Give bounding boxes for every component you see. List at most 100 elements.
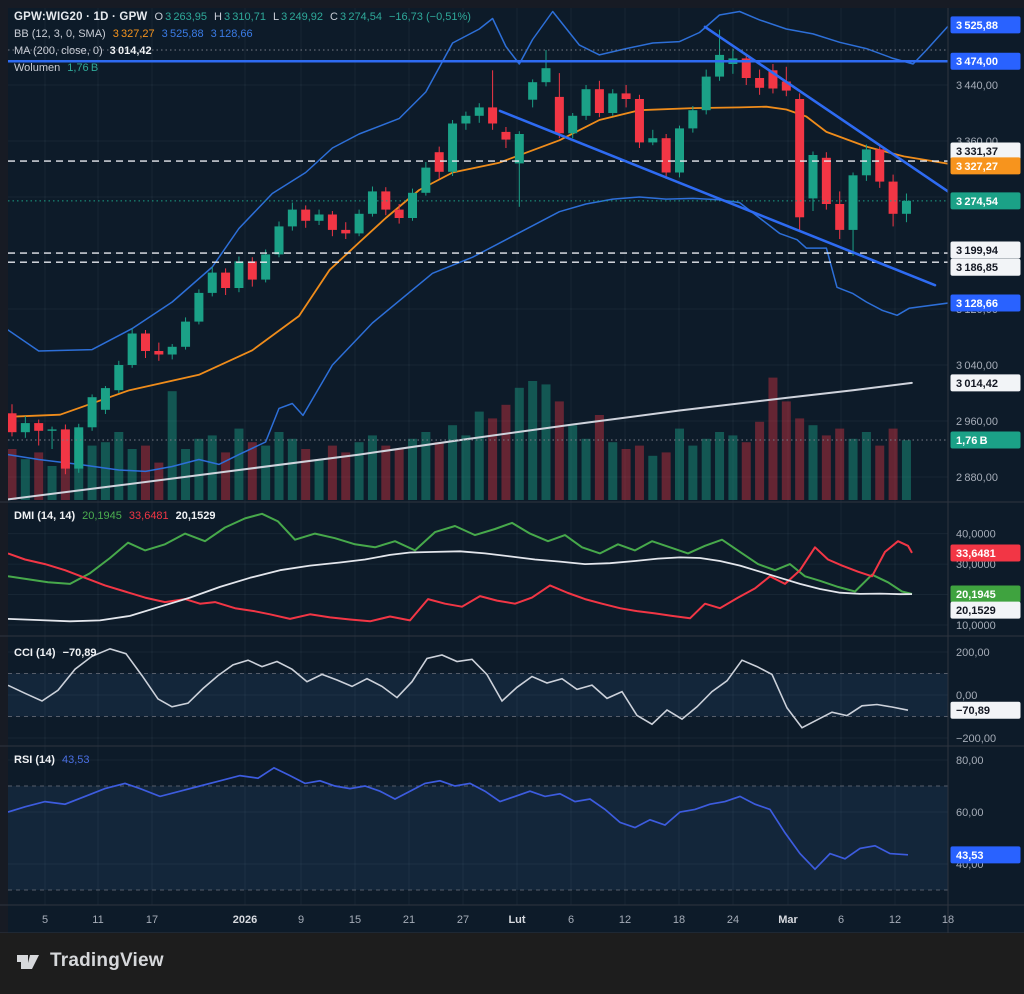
volume-bar[interactable] (715, 432, 725, 500)
volume-bar[interactable] (701, 438, 711, 500)
volume-bar[interactable] (501, 404, 511, 500)
volume-bar[interactable] (688, 445, 698, 500)
candle[interactable] (901, 200, 911, 214)
candle[interactable] (448, 123, 458, 172)
volume-bar[interactable] (514, 387, 524, 500)
volume-bar[interactable] (821, 435, 831, 500)
candle[interactable] (167, 346, 177, 355)
candle[interactable] (181, 321, 191, 347)
volume-bar[interactable] (354, 442, 364, 500)
candle[interactable] (327, 214, 337, 230)
volume-bar[interactable] (861, 432, 871, 500)
volume-bar[interactable] (835, 428, 845, 500)
candle[interactable] (808, 155, 818, 199)
candle[interactable] (234, 261, 244, 288)
volume-bar[interactable] (60, 455, 70, 500)
candle[interactable] (301, 209, 311, 221)
bb-lower-line[interactable] (8, 196, 949, 473)
volume-bar[interactable] (114, 432, 124, 500)
volume-bar[interactable] (901, 440, 911, 500)
candle[interactable] (314, 214, 324, 221)
volume-bar[interactable] (608, 442, 618, 500)
candle[interactable] (434, 152, 444, 172)
candle[interactable] (408, 192, 417, 218)
candle[interactable] (354, 213, 364, 234)
candle[interactable] (861, 149, 871, 176)
candle[interactable] (648, 138, 658, 143)
volume-bar[interactable] (755, 421, 765, 500)
ma200-line[interactable] (8, 381, 913, 501)
volume-bar[interactable] (367, 435, 377, 500)
candle[interactable] (87, 397, 97, 428)
volume-bar[interactable] (301, 449, 311, 500)
volume-bar[interactable] (8, 449, 17, 500)
volume-bar[interactable] (421, 432, 431, 500)
candle[interactable] (114, 365, 124, 391)
volume-bar[interactable] (207, 435, 217, 500)
volume-bar[interactable] (448, 425, 458, 500)
dmi-adx-line[interactable] (8, 550, 913, 623)
candle[interactable] (528, 82, 538, 100)
volume-bar[interactable] (728, 435, 738, 500)
candle[interactable] (100, 388, 110, 410)
candle[interactable] (594, 89, 604, 113)
candle[interactable] (634, 99, 644, 143)
volume-layer[interactable] (8, 377, 911, 500)
volume-bar[interactable] (661, 452, 671, 500)
volume-bar[interactable] (434, 442, 444, 500)
candle[interactable] (795, 99, 805, 218)
candle[interactable] (287, 209, 297, 227)
volume-bar[interactable] (327, 445, 337, 500)
candle[interactable] (821, 157, 831, 204)
candle[interactable] (675, 128, 684, 173)
candle[interactable] (741, 58, 751, 78)
volume-bar[interactable] (194, 438, 204, 500)
volume-bar[interactable] (221, 452, 231, 500)
candle[interactable] (274, 226, 284, 255)
volume-bar[interactable] (381, 445, 391, 500)
candle[interactable] (835, 204, 845, 230)
volume-bar[interactable] (47, 466, 57, 500)
candle[interactable] (221, 272, 231, 288)
volume-bar[interactable] (621, 449, 631, 500)
candle[interactable] (207, 272, 217, 293)
candle[interactable] (381, 191, 391, 210)
volume-bar[interactable] (768, 377, 778, 500)
candle[interactable] (488, 107, 498, 124)
volume-bar[interactable] (808, 425, 818, 500)
candle[interactable] (261, 254, 271, 280)
candle[interactable] (421, 167, 431, 193)
volume-bar[interactable] (287, 438, 297, 500)
trendline[interactable] (703, 25, 948, 193)
volume-bar[interactable] (87, 445, 97, 500)
volume-bar[interactable] (141, 445, 150, 500)
candle[interactable] (394, 209, 404, 218)
volume-bar[interactable] (474, 411, 484, 500)
candle[interactable] (501, 131, 511, 140)
candle[interactable] (194, 292, 204, 322)
volume-bar[interactable] (234, 428, 244, 500)
volume-bar[interactable] (261, 445, 271, 500)
candle[interactable] (554, 96, 564, 134)
volume-bar[interactable] (648, 455, 658, 500)
volume-bar[interactable] (341, 452, 351, 500)
volume-bar[interactable] (888, 428, 898, 500)
volume-bar[interactable] (781, 401, 791, 500)
candle[interactable] (541, 68, 551, 83)
candle[interactable] (688, 110, 698, 129)
candle[interactable] (474, 107, 484, 116)
volume-bar[interactable] (408, 438, 417, 500)
candle[interactable] (127, 333, 137, 366)
candle[interactable] (608, 93, 618, 113)
candle[interactable] (247, 261, 257, 280)
candle[interactable] (701, 76, 711, 111)
volume-bar[interactable] (741, 442, 751, 500)
rsi-line[interactable] (8, 766, 909, 871)
candle[interactable] (514, 134, 524, 164)
volume-bar[interactable] (848, 438, 858, 500)
candle[interactable] (141, 333, 150, 352)
candle[interactable] (8, 413, 17, 433)
candle[interactable] (461, 115, 471, 124)
volume-bar[interactable] (568, 425, 578, 500)
